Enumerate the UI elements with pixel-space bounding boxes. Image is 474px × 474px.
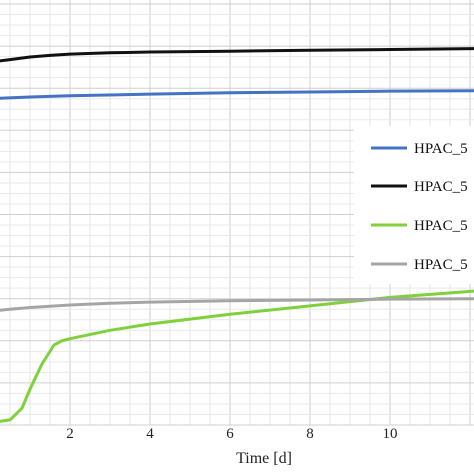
series-line-2 [0, 47, 474, 63]
x-tick-label: 8 [306, 426, 314, 442]
x-axis-tick-labels: 2 4 6 8 10 [66, 426, 397, 442]
x-tick-label: 4 [146, 426, 154, 442]
legend-label-4: HPAC_5 [414, 257, 468, 273]
series-line-4 [0, 297, 474, 312]
x-tick-label: 2 [66, 426, 74, 442]
legend-label-1: HPAC_5 [414, 141, 468, 157]
legend-label-2: HPAC_5 [414, 179, 468, 195]
legend-label-3: HPAC_5 [414, 218, 468, 234]
x-tick-label: 10 [383, 426, 398, 442]
series-lines [0, 47, 474, 423]
series-line-3 [0, 289, 474, 423]
series-line-1 [0, 89, 474, 100]
x-tick-label: 6 [226, 426, 234, 442]
x-axis-title: Time [d] [236, 450, 292, 467]
legend-background [354, 126, 474, 284]
legend: HPAC_5 HPAC_5 HPAC_5 HPAC_5 [354, 126, 474, 284]
